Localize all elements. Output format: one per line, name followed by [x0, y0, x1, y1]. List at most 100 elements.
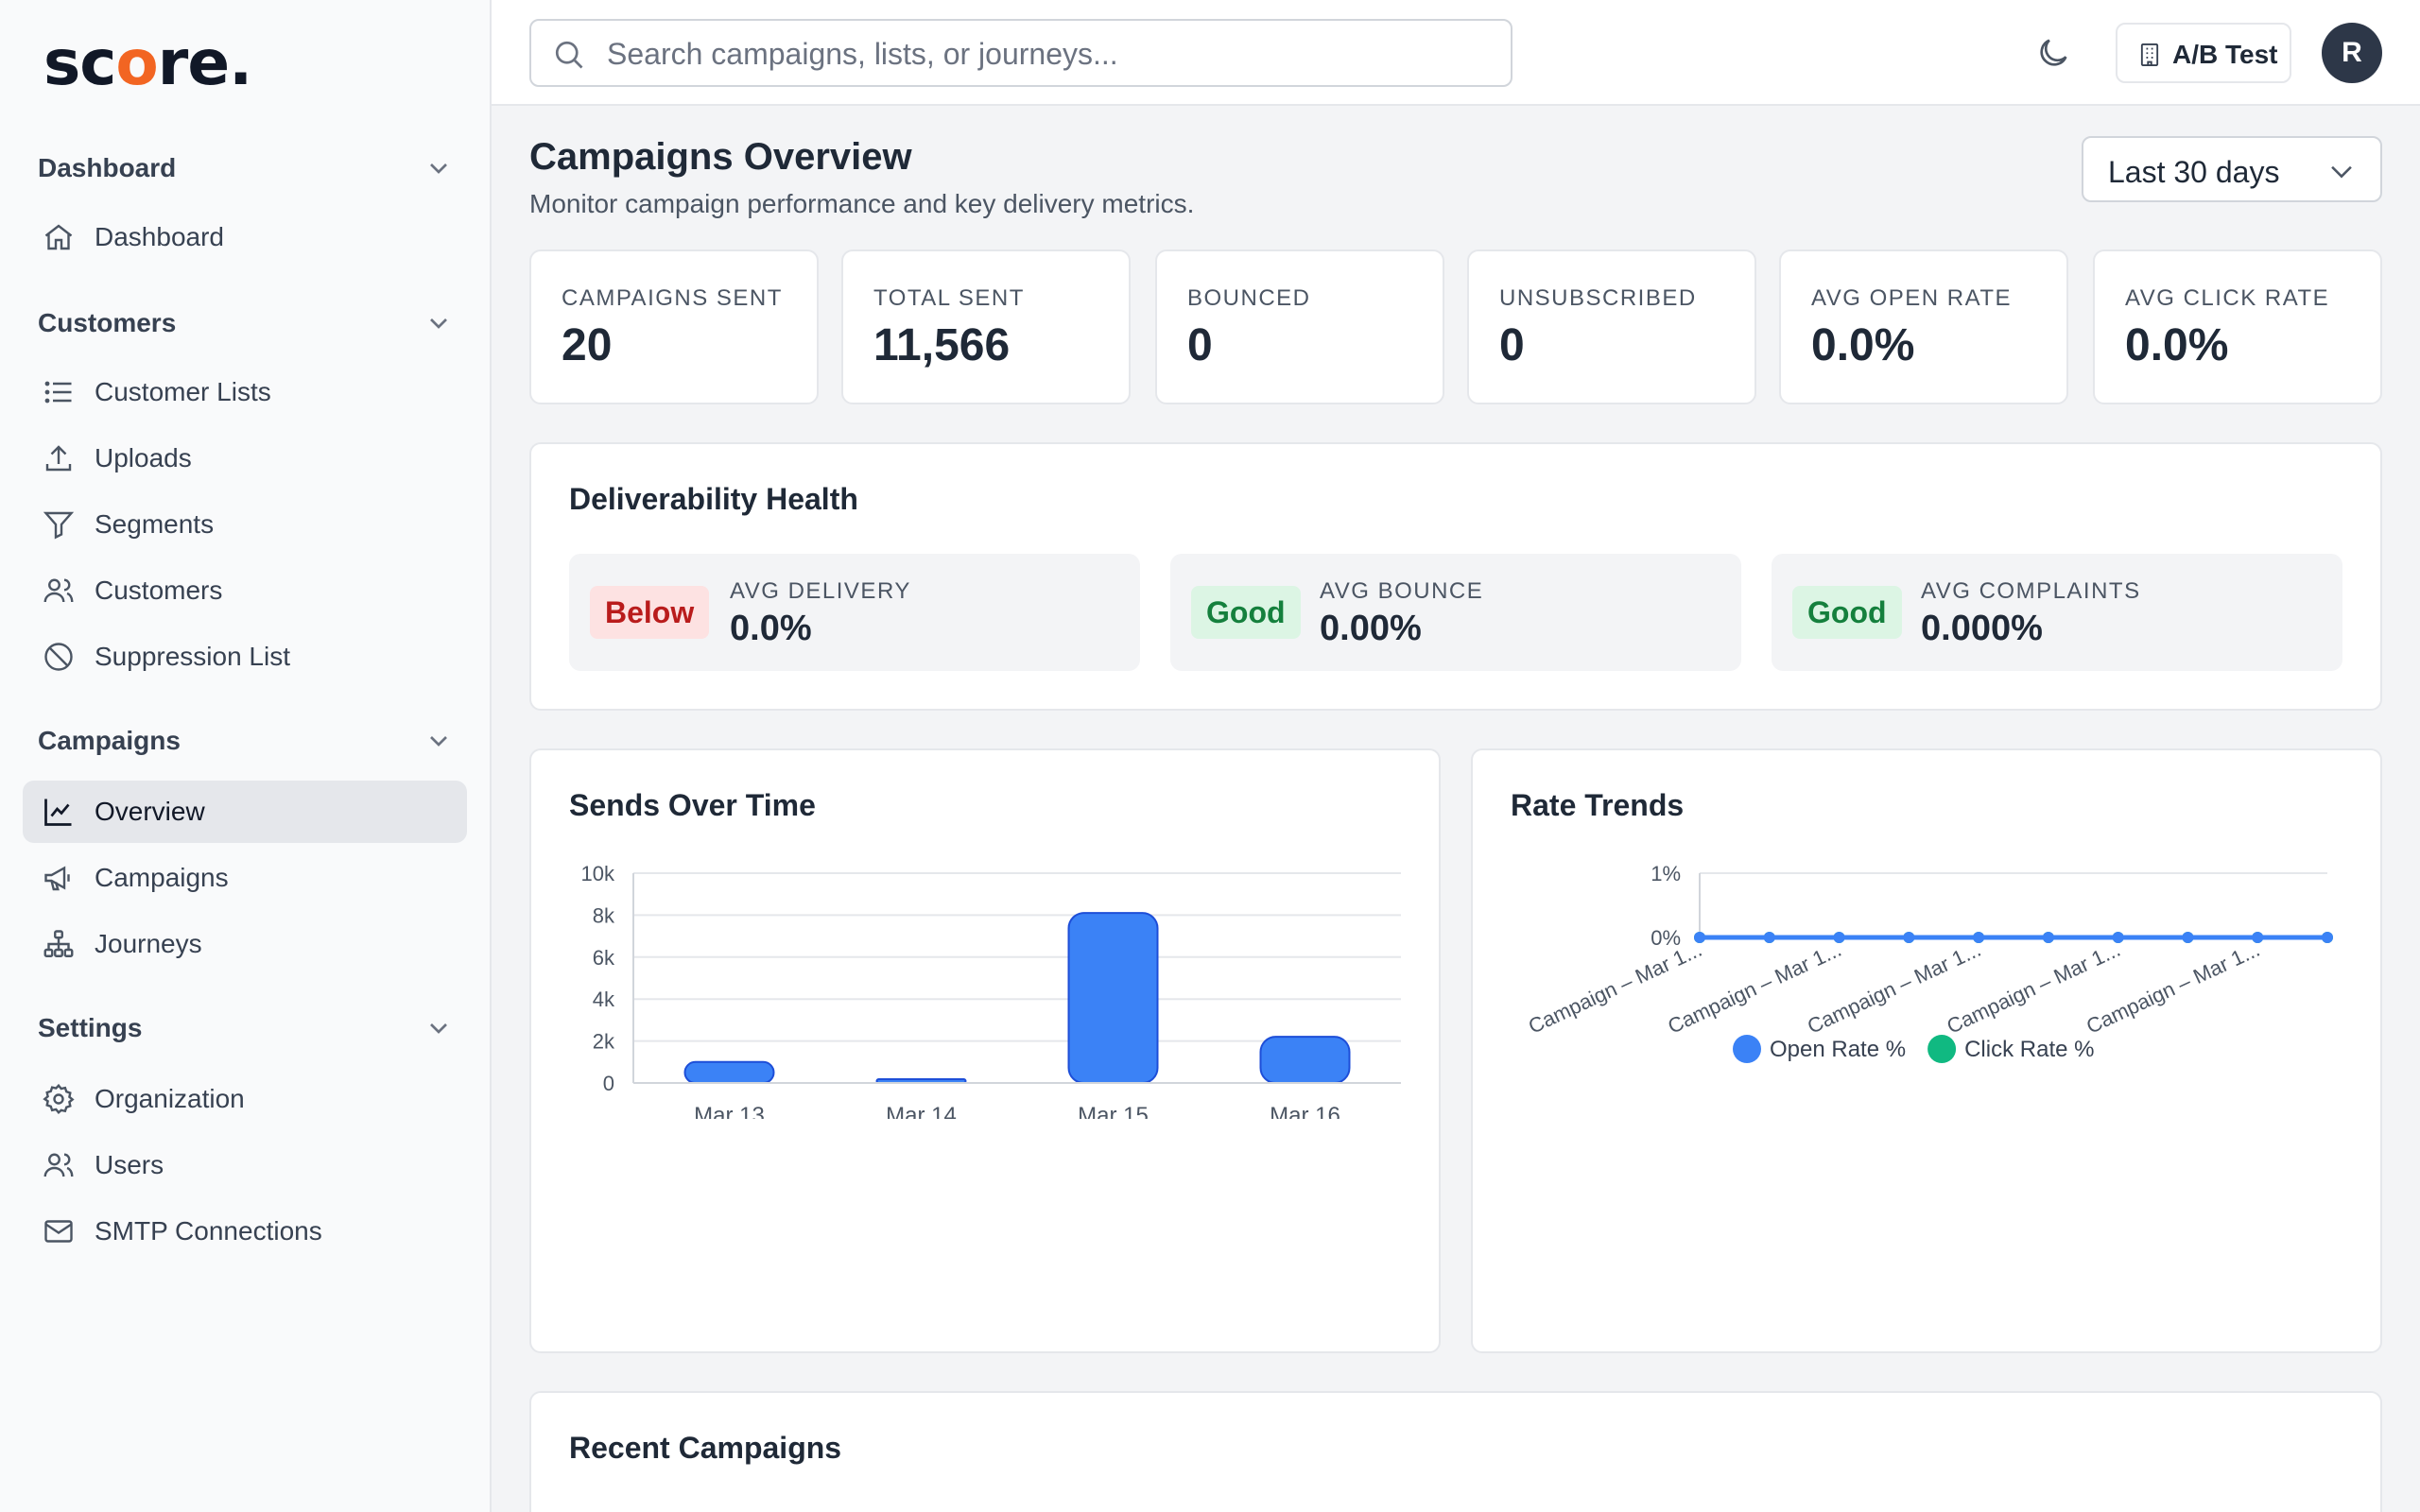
data-point [2042, 932, 2054, 943]
moon-icon[interactable] [2034, 34, 2072, 72]
chart-line-icon [44, 799, 72, 826]
nav-section-settings[interactable]: Settings [38, 1013, 143, 1042]
sidebar-item-label: Campaigns [95, 863, 229, 892]
nav-section-campaigns[interactable]: Campaigns [38, 726, 181, 755]
sidebar-item-label: Overview [95, 797, 205, 826]
sidebar-item-customer-lists[interactable]: Customer Lists [23, 361, 467, 423]
legend-label: Click Rate % [1964, 1037, 2094, 1062]
stat-card-bounced: BOUNCED 0 [1155, 249, 1444, 404]
stat-card-avg-click-rate: AVG CLICK RATE 0.0% [2093, 249, 2382, 404]
sends-bar-chart: 0 2k 4k 6k 8k 10k Mar 13 Mar 14 Mar 15 Mar 16 [581, 862, 1401, 1119]
stat-label: CAMPAIGNS SENT [562, 285, 783, 311]
sidebar-item-customers[interactable]: Customers [23, 559, 467, 622]
bar [1067, 912, 1159, 1085]
data-point [2182, 932, 2194, 943]
chevron-down-icon[interactable] [424, 1013, 454, 1043]
stat-card-unsubscribed: UNSUBSCRIBED 0 [1467, 249, 1756, 404]
megaphone-icon [44, 866, 70, 891]
sidebar-item-smtp-connections[interactable]: SMTP Connections [23, 1200, 467, 1263]
sidebar-item-label: Dashboard [95, 222, 224, 251]
sidebar-item-label: Segments [95, 509, 215, 539]
date-range-select[interactable]: Last 30 days [2082, 136, 2382, 202]
upload-icon [45, 445, 72, 472]
x-tick-label: Mar 13 [694, 1103, 765, 1119]
filter-icon [43, 511, 75, 540]
chevron-down-icon[interactable] [424, 726, 454, 756]
sidebar-item-organization[interactable]: Organization [23, 1068, 467, 1130]
x-tick-label: Mar 15 [1078, 1103, 1149, 1119]
data-point [1763, 932, 1775, 943]
logo[interactable]: score. [43, 26, 252, 99]
data-point [1833, 932, 1845, 943]
health-value: 0.0% [730, 609, 812, 648]
list-icon [44, 381, 72, 404]
x-tick-label: Mar 16 [1270, 1103, 1340, 1119]
status-badge: Good [1792, 586, 1902, 639]
search-input[interactable] [607, 30, 1495, 77]
sidebar-item-label: Uploads [95, 443, 192, 472]
search-box[interactable] [529, 19, 1512, 87]
avatar[interactable]: R [2322, 23, 2382, 83]
status-badge: Below [590, 586, 710, 639]
page-title: Campaigns Overview [529, 136, 912, 178]
sends-over-time-card: Sends Over Time 0 2k 4k 6k 8k 10k Mar 13 Mar 14… [529, 748, 1441, 1353]
legend-swatch [1733, 1035, 1761, 1063]
sidebar-item-overview[interactable]: Overview [23, 781, 467, 843]
home-icon [44, 224, 73, 250]
gear-icon [43, 1083, 75, 1114]
legend-label: Open Rate % [1770, 1037, 1906, 1062]
health-label: AVG BOUNCE [1320, 578, 1484, 604]
sitemap-icon [43, 930, 74, 957]
stat-label: UNSUBSCRIBED [1499, 285, 1697, 311]
y-tick-label: 4k [593, 988, 615, 1011]
org-switcher-label: A/B Test [2172, 40, 2278, 69]
page-subtitle: Monitor campaign performance and key del… [529, 189, 1195, 218]
status-badge: Good [1191, 586, 1301, 639]
date-range-value: Last 30 days [2108, 155, 2280, 189]
legend-swatch [1927, 1035, 1957, 1063]
health-item-bounce: Good AVG BOUNCE 0.00% [1170, 554, 1741, 671]
sidebar-item-label: Customers [95, 576, 223, 605]
nav-section-customers[interactable]: Customers [38, 308, 177, 337]
nav-section-dashboard[interactable]: Dashboard [38, 153, 177, 182]
search-icon [555, 41, 583, 69]
sidebar-item-label: Users [95, 1150, 164, 1179]
stat-value: 0 [1499, 320, 1525, 370]
card-title: Sends Over Time [569, 788, 816, 822]
data-point [2252, 932, 2264, 943]
data-point [1903, 932, 1915, 943]
sidebar-item-label: Customer Lists [95, 377, 271, 406]
sidebar-item-campaigns[interactable]: Campaigns [23, 847, 467, 909]
org-switcher-button[interactable]: A/B Test [2116, 23, 2291, 83]
data-point [1973, 932, 1985, 943]
rate-trends-card: Rate Trends 0% 1% Campaign – Mar 1... Campa… [1471, 748, 2382, 1353]
health-label: AVG DELIVERY [730, 578, 911, 604]
recent-campaigns-card: Recent Campaigns [529, 1391, 2382, 1512]
mail-icon [44, 1220, 73, 1243]
stat-value: 0.0% [2125, 320, 2229, 370]
users-icon [43, 578, 74, 603]
y-tick-label: 2k [593, 1030, 615, 1054]
sidebar-item-label: Suppression List [95, 642, 291, 671]
sidebar-item-uploads[interactable]: Uploads [23, 427, 467, 490]
y-tick-label: 6k [593, 946, 615, 970]
sidebar-item-suppression-list[interactable]: Suppression List [23, 626, 467, 688]
y-tick-label: 8k [593, 903, 615, 927]
sidebar-item-dashboard[interactable]: Dashboard [23, 206, 467, 268]
sidebar-item-segments[interactable]: Segments [23, 493, 467, 556]
stat-value: 20 [562, 320, 613, 370]
chevron-down-icon[interactable] [424, 308, 454, 338]
sidebar-item-users[interactable]: Users [23, 1134, 467, 1196]
sidebar-item-label: Organization [95, 1084, 245, 1113]
data-point [1694, 932, 1705, 943]
stat-label: AVG OPEN RATE [1811, 285, 2012, 311]
y-tick-label: 1% [1651, 862, 1681, 885]
health-item-complaints: Good AVG COMPLAINTS 0.000% [1772, 554, 2342, 671]
health-item-delivery: Below AVG DELIVERY 0.0% [569, 554, 1140, 671]
chevron-down-icon[interactable] [424, 153, 454, 183]
users-icon [43, 1153, 74, 1177]
sidebar-item-label: SMTP Connections [95, 1216, 322, 1246]
stat-label: BOUNCED [1187, 285, 1311, 311]
sidebar-item-journeys[interactable]: Journeys [23, 913, 467, 975]
y-tick-label: 10k [581, 862, 615, 885]
